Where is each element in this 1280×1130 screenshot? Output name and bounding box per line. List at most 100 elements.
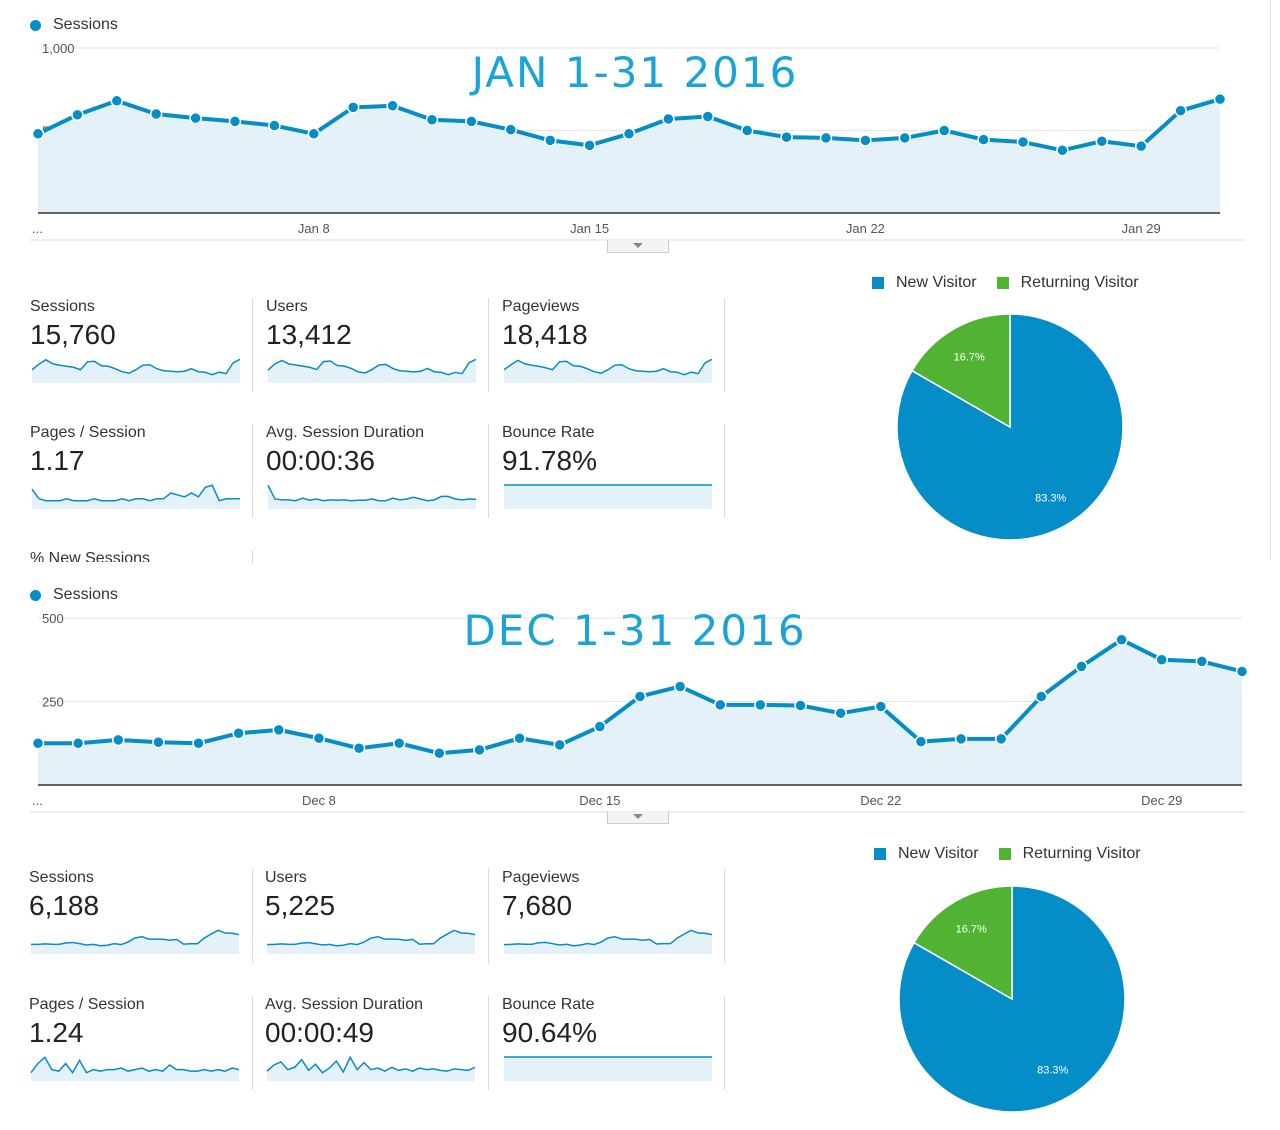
sparkline-line <box>267 484 477 502</box>
metric-value: 00:00:49 <box>265 1017 374 1048</box>
sessions-point[interactable] <box>898 131 912 145</box>
sessions-point[interactable] <box>268 119 281 132</box>
sessions-point[interactable] <box>112 733 125 747</box>
sessions-point[interactable] <box>71 108 84 122</box>
metric-bounce-rate: Bounce Rate 91.78% <box>502 424 712 514</box>
sessions-point[interactable] <box>433 747 446 760</box>
sessions-point[interactable] <box>673 680 687 693</box>
sessions-point[interactable] <box>937 124 951 137</box>
sessions-point[interactable] <box>71 737 85 750</box>
sessions-point[interactable] <box>740 124 754 137</box>
sparkline-line <box>266 1055 476 1074</box>
sessions-point[interactable] <box>859 134 872 147</box>
sparkline-line <box>267 358 477 376</box>
sessions-point[interactable] <box>272 723 286 737</box>
sparkline-area <box>268 485 476 509</box>
sparkline-line <box>503 929 713 947</box>
right-edge-divider <box>1270 0 1271 560</box>
sessions-point[interactable] <box>232 726 245 740</box>
sessions-point[interactable] <box>1174 104 1187 117</box>
sessions-area <box>38 99 1220 213</box>
sessions-point[interactable] <box>954 732 968 746</box>
sessions-point[interactable] <box>346 101 360 114</box>
sessions-point[interactable] <box>543 134 557 147</box>
sessions-point[interactable] <box>1213 92 1227 106</box>
sessions-point[interactable] <box>819 131 833 145</box>
sessions-point[interactable] <box>701 110 715 123</box>
sessions-point[interactable] <box>228 115 242 128</box>
metric-label: Pages / Session <box>30 424 146 441</box>
x-tick-label: Jan 29 <box>1122 221 1161 236</box>
sessions-legend-dot <box>30 19 41 31</box>
sparkline-area <box>31 930 239 954</box>
sessions-point[interactable] <box>714 698 727 712</box>
sessions-point[interactable] <box>977 133 990 146</box>
sessions-point[interactable] <box>583 139 596 152</box>
sessions-point[interactable] <box>1095 134 1109 148</box>
sparkline-line <box>30 1056 240 1075</box>
metric-value: 18,418 <box>502 319 588 350</box>
pie-slice-returning-visitor[interactable] <box>910 313 1011 429</box>
sessions-point[interactable] <box>465 115 478 128</box>
sessions-point[interactable] <box>1056 144 1069 157</box>
sessions-point[interactable] <box>1115 633 1128 646</box>
sessions-point[interactable] <box>1016 135 1030 149</box>
sessions-legend-dot <box>30 589 41 601</box>
metric-sessions: Sessions 6,188 <box>29 869 240 959</box>
sessions-point[interactable] <box>1195 655 1209 668</box>
sessions-point[interactable] <box>1134 139 1148 153</box>
pages-per-session-sparkline <box>31 484 240 509</box>
visitor-pie-chart: 83.3% 16.7% <box>896 313 1124 541</box>
dec-panel: Sessions 500 250... Dec 8 Dec 15 Dec 22 Dec 2… <box>0 570 1280 1130</box>
sessions-point[interactable] <box>149 107 163 121</box>
sessions-point[interactable] <box>834 706 847 720</box>
sessions-point[interactable] <box>473 743 486 757</box>
sessions-point[interactable] <box>504 123 518 136</box>
sessions-point[interactable] <box>425 113 439 127</box>
sessions-point[interactable] <box>110 94 124 108</box>
sessions-point[interactable] <box>192 737 205 750</box>
sessions-point[interactable] <box>31 127 45 141</box>
sessions-point[interactable] <box>1155 653 1168 666</box>
sessions-point[interactable] <box>352 742 366 755</box>
chart-collapse-handle[interactable] <box>607 240 669 253</box>
sessions-point[interactable] <box>914 735 928 748</box>
sessions-point[interactable] <box>1075 660 1088 673</box>
sessions-point[interactable] <box>392 737 406 750</box>
sessions-point[interactable] <box>780 130 793 144</box>
sessions-point[interactable] <box>874 700 888 713</box>
divider <box>252 424 253 518</box>
sessions-point[interactable] <box>152 735 165 749</box>
returning-visitor-legend-label: Returning Visitor <box>1022 845 1141 862</box>
metric-label: Users <box>265 869 307 886</box>
sessions-point[interactable] <box>754 698 767 712</box>
sessions-point[interactable] <box>794 699 807 712</box>
metric-value: 00:00:36 <box>266 445 375 476</box>
sessions-point[interactable] <box>622 127 636 141</box>
sessions-point[interactable] <box>633 690 647 703</box>
sessions-point[interactable] <box>994 732 1008 746</box>
sessions-point[interactable] <box>312 731 326 745</box>
pie-slice-returning-visitor[interactable] <box>912 885 1013 1001</box>
sessions-point[interactable] <box>1235 665 1249 678</box>
sessions-point[interactable] <box>593 720 607 733</box>
divider <box>252 869 253 963</box>
sessions-point[interactable] <box>662 112 675 126</box>
sessions-point[interactable] <box>513 731 526 745</box>
sessions-point[interactable] <box>307 127 321 141</box>
sessions-point[interactable] <box>31 737 45 750</box>
x-tick-label: ... <box>32 221 43 236</box>
sparkline-area <box>504 485 712 509</box>
sessions-point[interactable] <box>386 99 399 112</box>
divider <box>488 996 489 1090</box>
sparkline-area <box>267 930 475 954</box>
divider <box>724 869 725 963</box>
sessions-point[interactable] <box>553 738 566 752</box>
sessions-point[interactable] <box>1035 690 1048 703</box>
chart-collapse-handle[interactable] <box>607 811 669 824</box>
sparkline-area <box>32 485 240 509</box>
sparkline-area <box>32 359 240 383</box>
metric-pageviews: Pageviews 18,418 <box>502 298 713 388</box>
sessions-point[interactable] <box>189 111 202 125</box>
